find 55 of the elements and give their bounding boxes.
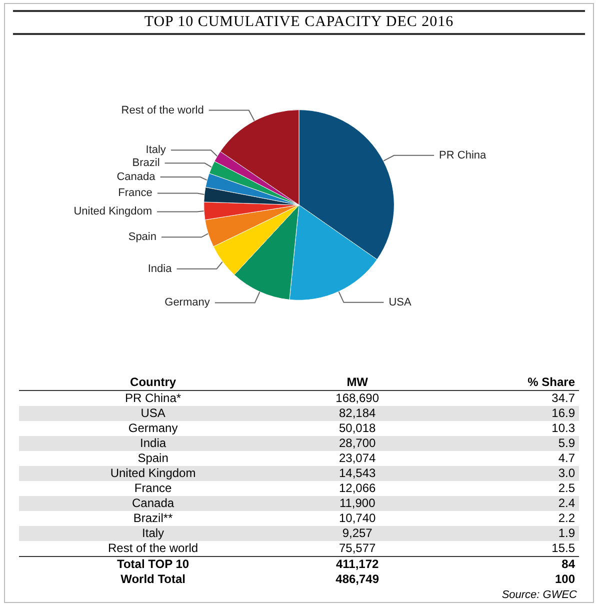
text: 3.0 xyxy=(428,466,579,481)
text: 84 xyxy=(428,556,579,572)
text: Brazil** xyxy=(132,511,174,526)
slice-label: Brazil xyxy=(132,157,160,170)
text: France xyxy=(133,481,173,496)
text: 23,074 xyxy=(338,451,377,466)
text: 50,018 xyxy=(338,421,377,436)
slice-label: Italy xyxy=(146,144,166,156)
slice-label: United Kingdom xyxy=(74,206,152,218)
text: United Kingdom xyxy=(19,466,288,481)
text: 11,900 xyxy=(287,496,428,511)
text: 82,184 xyxy=(287,406,428,421)
text: 10.3 xyxy=(550,421,576,436)
slice-label: PR China xyxy=(439,149,488,162)
text: Country xyxy=(19,375,288,390)
slice-label: USA xyxy=(388,296,412,308)
text: % Share xyxy=(428,375,579,390)
text: 168,690 xyxy=(334,390,380,406)
slice-label: France xyxy=(118,187,152,200)
text: USA xyxy=(19,406,288,421)
text: 5.9 xyxy=(428,436,579,451)
text: 486,749 xyxy=(334,572,380,587)
text: 10,740 xyxy=(338,511,377,526)
source-note: Source: GWEC xyxy=(500,589,577,601)
slice-label: Rest of the world xyxy=(121,104,204,116)
text: 75,577 xyxy=(338,541,377,556)
text: 2.2 xyxy=(557,511,576,526)
text: 15.5 xyxy=(550,541,576,556)
text: 2.5 xyxy=(557,481,576,496)
text: 28,700 xyxy=(287,436,428,451)
text: MW xyxy=(287,375,428,390)
text: PR China* xyxy=(124,390,182,406)
text: Spain xyxy=(136,451,170,466)
text: Rest of the world xyxy=(107,541,200,556)
text: 9,257 xyxy=(287,526,428,541)
slice-label: Canada xyxy=(116,171,156,184)
text: India xyxy=(19,436,288,451)
text: 1.9 xyxy=(428,526,579,541)
slice-label: Spain xyxy=(128,231,156,244)
text: 4.7 xyxy=(557,451,576,466)
slice-label: India xyxy=(148,262,173,275)
text: 100 xyxy=(554,572,576,587)
text: 411,172 xyxy=(287,556,428,572)
text: Total TOP 10 xyxy=(19,556,288,572)
text: Italy xyxy=(19,526,288,541)
text: 34.7 xyxy=(550,390,576,406)
chart-title: TOP 10 CUMULATIVE CAPACITY DEC 2016 xyxy=(13,10,585,35)
text: World Total xyxy=(120,572,186,587)
text: 14,543 xyxy=(287,466,428,481)
text: 2.4 xyxy=(428,496,579,511)
text: Germany xyxy=(127,421,179,436)
text: 16.9 xyxy=(428,406,579,421)
text: Canada xyxy=(19,496,288,511)
slice-label: Germany xyxy=(164,296,210,309)
text: 12,066 xyxy=(338,481,377,496)
